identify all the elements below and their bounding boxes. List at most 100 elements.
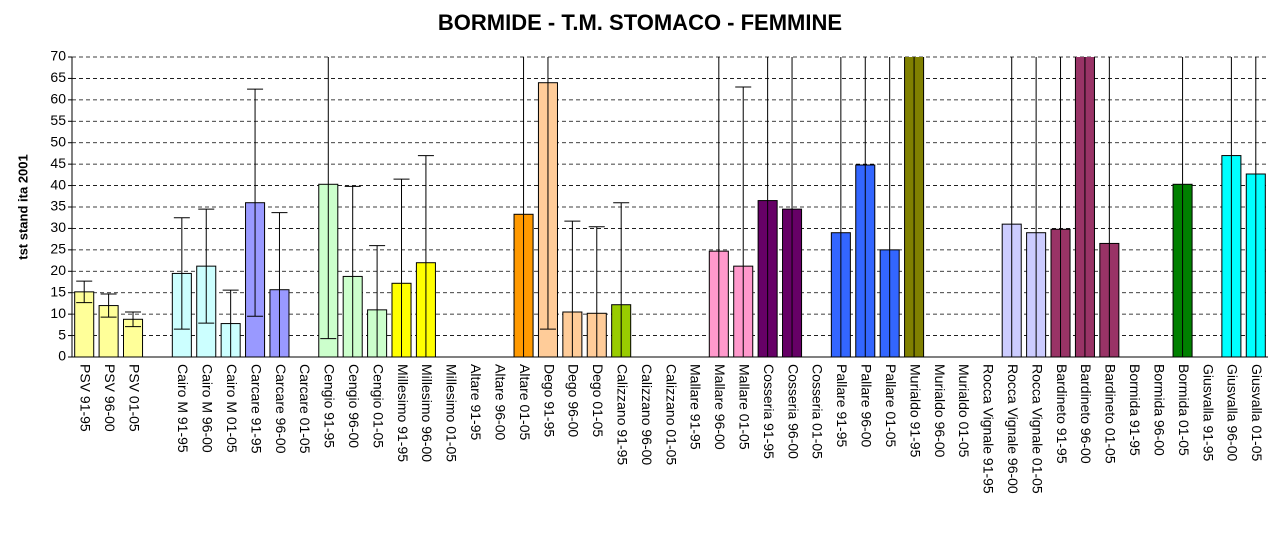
x-tick-label: Pallare 01-05	[883, 364, 899, 447]
y-tick-label: 30	[50, 219, 66, 235]
x-tick-label: Calizzano 01-05	[663, 364, 679, 465]
x-tick-label: Carcare 96-00	[273, 364, 289, 454]
x-tick-label: Bardineto 91-95	[1054, 364, 1070, 464]
error-bar	[320, 57, 337, 340]
x-tick-label: Dego 91-95	[541, 364, 557, 437]
chart-title: BORMIDE - T.M. STOMACO - FEMMINE	[438, 10, 842, 35]
error-bar	[173, 217, 190, 330]
error-bar	[1182, 57, 1184, 357]
error-bar	[523, 57, 525, 357]
error-bar	[588, 226, 605, 357]
x-tick-label: Murialdo 01-05	[956, 364, 972, 458]
y-tick-label: 60	[50, 91, 66, 107]
x-tick-label: Rocca Vignale 96-00	[1005, 364, 1021, 494]
x-tick-label: Pallare 96-00	[859, 364, 875, 447]
y-tick-label: 25	[50, 241, 66, 257]
error-bar	[735, 86, 752, 357]
x-tick-label: Carcare 91-95	[248, 364, 264, 454]
x-tick-label: PSV 01-05	[126, 364, 142, 432]
x-tick-label: Mallare 01-05	[737, 364, 753, 450]
error-bar	[1255, 57, 1257, 357]
x-tick-label: Bormida 91-95	[1127, 364, 1143, 456]
x-tick-label: PSV 96-00	[102, 364, 118, 432]
error-bar	[791, 57, 793, 357]
error-bar	[125, 311, 142, 328]
x-tick-label: Pallare 91-95	[834, 364, 850, 447]
y-axis-label: tst stand ita 2001	[15, 154, 30, 260]
y-tick-label: 15	[50, 283, 66, 299]
plot-area	[74, 57, 1266, 357]
y-tick-label: 45	[50, 155, 66, 171]
y-tick-label: 10	[50, 305, 66, 321]
error-bar	[417, 155, 434, 357]
x-tick-label: Millesimo 91-95	[395, 364, 411, 462]
error-bar	[889, 57, 891, 357]
y-tick-label: 55	[50, 112, 66, 128]
x-tick-label: Dego 96-00	[566, 364, 582, 437]
error-bar	[198, 208, 215, 324]
x-tick-label: Murialdo 96-00	[932, 364, 948, 458]
error-bar	[1035, 57, 1037, 357]
error-bar	[1230, 57, 1232, 357]
error-bar	[247, 88, 264, 317]
x-tick-label: Dego 01-05	[590, 364, 606, 437]
x-tick-label: Millesimo 01-05	[444, 364, 460, 462]
x-tick-label: Cairo M 01-05	[224, 364, 240, 453]
x-tick-label: Bormida 96-00	[1151, 364, 1167, 456]
y-tick-label: 70	[50, 48, 66, 64]
x-tick-label: Bardineto 01-05	[1103, 364, 1119, 464]
error-bar	[840, 57, 842, 357]
x-tick-label: Rocca Vignale 01-05	[1029, 364, 1045, 494]
x-tick-label: Cairo M 91-95	[175, 364, 191, 453]
error-bar	[767, 57, 769, 357]
error-bar	[76, 280, 93, 304]
x-tick-label: Altare 96-00	[492, 364, 508, 440]
error-bar	[613, 202, 630, 357]
error-bar	[564, 220, 581, 357]
x-tick-label: Millesimo 96-00	[419, 364, 435, 462]
x-tick-label: Carcare 01-05	[297, 364, 313, 454]
y-tick-label: 40	[50, 176, 66, 192]
y-tick-label: 35	[50, 198, 66, 214]
y-tick-label: 5	[58, 326, 66, 342]
x-tick-label: Giusvalla 91-95	[1200, 364, 1216, 461]
x-tick-label: Giusvalla 01-05	[1249, 364, 1265, 461]
x-tick-label: Cengio 01-05	[370, 364, 386, 448]
x-tick-label: Cosseria 01-05	[810, 364, 826, 459]
x-tick-label: PSV 91-95	[78, 364, 94, 432]
error-bar	[1060, 57, 1062, 357]
y-tick-label: 0	[58, 348, 66, 364]
y-tick-label: 20	[50, 262, 66, 278]
error-bar	[864, 57, 866, 357]
y-tick-label: 50	[50, 133, 66, 149]
x-tick-label: Mallare 91-95	[688, 364, 704, 450]
error-bar	[539, 57, 556, 330]
x-tick-label: Altare 01-05	[517, 364, 533, 440]
x-tick-label: Rocca Vignale 91-95	[981, 364, 997, 494]
x-tick-label: Cairo M 96-00	[200, 364, 216, 453]
error-bar	[222, 289, 239, 357]
error-bar	[100, 293, 117, 318]
error-bar	[1011, 57, 1013, 357]
error-bar	[393, 178, 410, 357]
x-tick-label: Cengio 96-00	[346, 364, 362, 448]
error-bar	[369, 245, 386, 357]
x-tick-label: Cosseria 91-95	[761, 364, 777, 459]
error-bar	[1108, 57, 1110, 357]
x-tick-label: Cosseria 96-00	[785, 364, 801, 459]
x-tick-label: Mallare 96-00	[712, 364, 728, 450]
x-tick-label: Murialdo 91-95	[907, 364, 923, 458]
x-tick-label: Calizzano 91-95	[614, 364, 630, 465]
y-tick-label: 65	[50, 69, 66, 85]
error-bar	[718, 57, 720, 357]
x-tick-label: Bormida 01-05	[1176, 364, 1192, 456]
x-tick-label: Altare 91-95	[468, 364, 484, 440]
error-bar	[344, 185, 361, 357]
error-bar	[906, 57, 923, 357]
x-tick-label: Giusvalla 96-00	[1225, 364, 1241, 461]
error-bar	[1076, 57, 1093, 357]
error-bar	[271, 212, 288, 357]
x-tick-label: Cengio 91-95	[322, 364, 338, 448]
x-tick-label: Bardineto 96-00	[1078, 364, 1094, 464]
